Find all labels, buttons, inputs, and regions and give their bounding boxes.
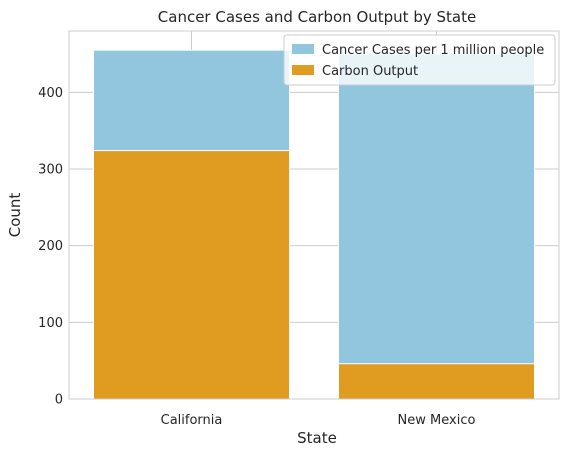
legend-swatch bbox=[292, 44, 314, 54]
bar-carbon-output-0 bbox=[93, 150, 290, 400]
chart-title: Cancer Cases and Carbon Output by State bbox=[158, 8, 476, 26]
legend-label: Carbon Output bbox=[322, 64, 418, 79]
y-tick-label: 300 bbox=[38, 163, 63, 178]
bars bbox=[93, 49, 535, 400]
bar-carbon-output-1 bbox=[338, 363, 535, 400]
x-tick-label: New Mexico bbox=[398, 413, 476, 428]
y-tick-label: 400 bbox=[38, 86, 63, 101]
y-tick-label: 100 bbox=[38, 316, 63, 331]
legend-box bbox=[283, 34, 556, 86]
plot-frame bbox=[68, 30, 560, 400]
y-tick-label: 200 bbox=[38, 239, 63, 254]
x-tick-label: California bbox=[161, 413, 223, 428]
y-axis-label: Count bbox=[6, 193, 24, 238]
x-axis-label: State bbox=[297, 429, 337, 447]
tick-labels: 0 100 200 300 400 California New Mexico bbox=[38, 86, 475, 428]
bar-cancer-cases-per-1-million-people-1 bbox=[338, 53, 535, 400]
legend-label: Cancer Cases per 1 million people bbox=[322, 43, 544, 58]
legend-swatch bbox=[292, 65, 314, 75]
y-tick-label: 0 bbox=[55, 393, 63, 408]
legend: Cancer Cases per 1 million people Carbon … bbox=[283, 34, 556, 86]
